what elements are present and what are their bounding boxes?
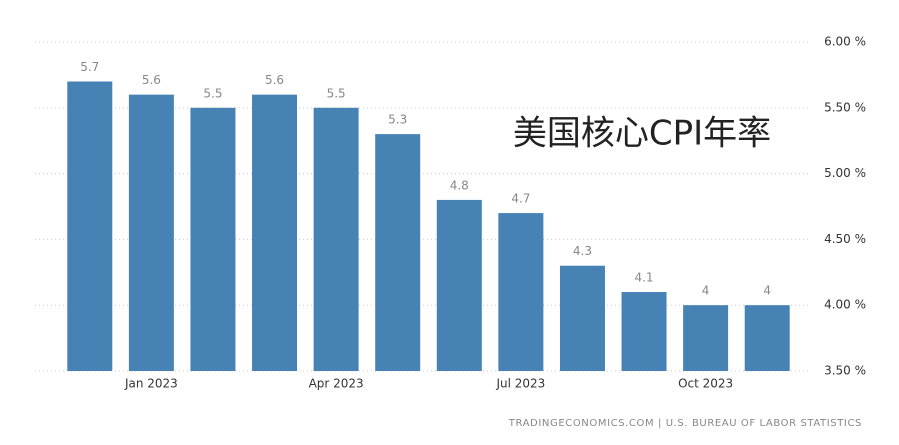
value-label: 4.8 — [450, 178, 469, 192]
value-label: 5.5 — [203, 86, 222, 100]
value-label: 4.3 — [573, 244, 592, 258]
bar — [683, 305, 729, 371]
bar — [190, 107, 236, 372]
value-label: 4.1 — [634, 271, 653, 285]
x-tick-label: Jul 2023 — [495, 377, 545, 391]
value-label: 5.6 — [142, 73, 161, 87]
x-tick-label: Jan 2023 — [124, 377, 178, 391]
bar — [313, 107, 359, 372]
bar — [375, 134, 421, 371]
value-label: 4.7 — [511, 192, 530, 206]
y-tick-label: 5.50 % — [824, 100, 866, 114]
bar — [744, 305, 790, 371]
y-tick-label: 4.50 % — [824, 232, 866, 246]
y-tick-label: 4.00 % — [824, 298, 866, 312]
value-label: 4 — [702, 284, 710, 298]
x-tick-label: Apr 2023 — [309, 377, 364, 391]
bar — [67, 81, 113, 371]
y-tick-label: 6.00 % — [824, 35, 866, 49]
value-label: 5.5 — [327, 86, 346, 100]
x-tick-label: Oct 2023 — [678, 377, 733, 391]
value-label: 4 — [763, 284, 771, 298]
source: TRADINGECONOMICS.COM | U.S. BUREAU OF LA… — [508, 418, 862, 429]
annotation: 美国核心CPI年率 — [513, 114, 771, 154]
bar — [436, 199, 482, 371]
bar — [498, 213, 544, 371]
value-label: 5.6 — [265, 73, 284, 87]
y-tick-label: 3.50 % — [824, 364, 866, 378]
y-tick-label: 5.00 % — [824, 166, 866, 180]
value-label: 5.3 — [388, 113, 407, 127]
bar — [621, 292, 667, 371]
bar — [559, 265, 605, 371]
value-label: 5.7 — [80, 60, 99, 74]
bar — [128, 94, 174, 371]
bar — [252, 94, 298, 371]
